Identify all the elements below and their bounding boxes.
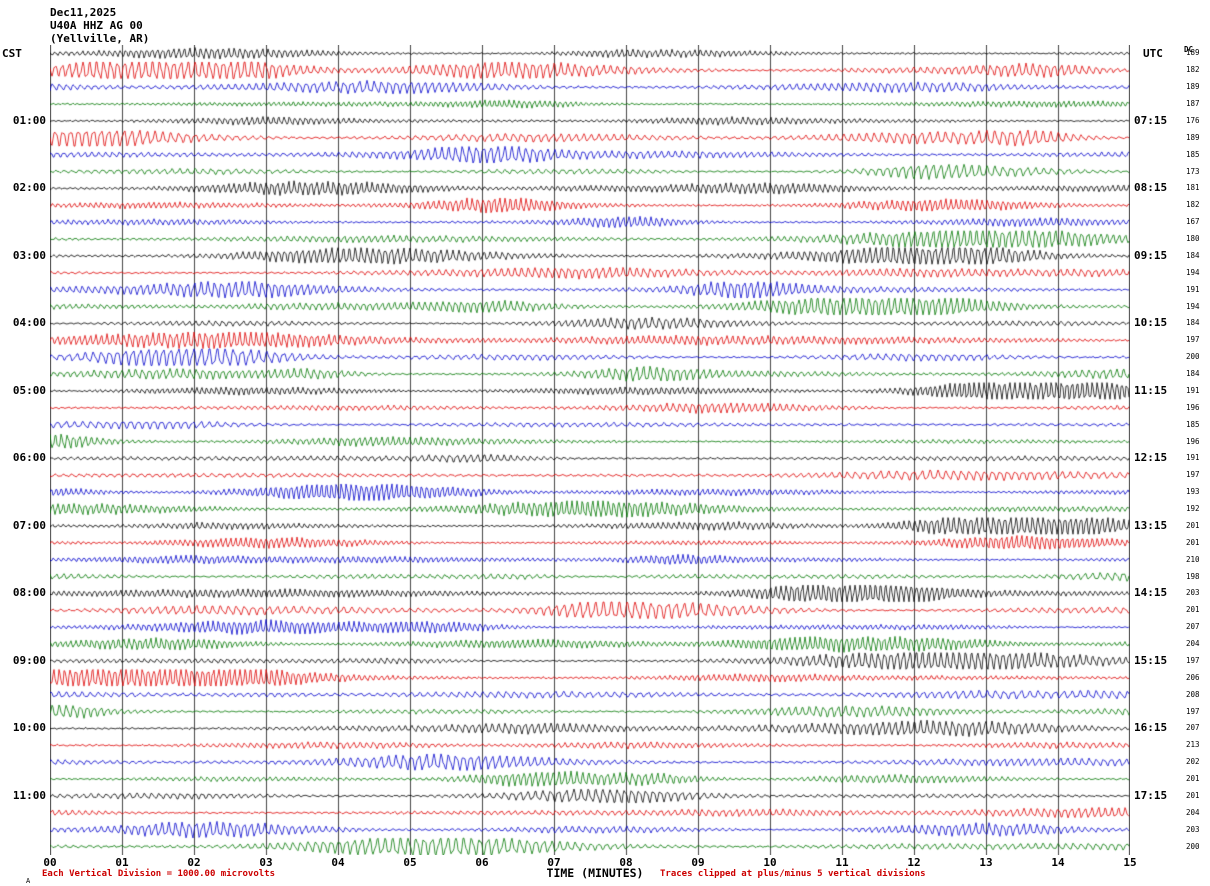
minute-tick-label: 09: [691, 856, 705, 869]
minute-tick-label: 02: [187, 856, 201, 869]
utc-hour-label: 16:15: [1134, 721, 1168, 735]
dc-offset-value: 189: [1186, 132, 1200, 142]
dc-offset-value: 197: [1186, 335, 1200, 345]
dc-offset-value: 189: [1186, 48, 1200, 58]
dc-offset-value: 203: [1186, 824, 1200, 834]
cst-hour-label: 11:00: [12, 788, 46, 802]
minute-tick-label: 12: [907, 856, 921, 869]
minute-tick-label: 08: [619, 856, 633, 869]
minute-tick-label: 15: [1123, 856, 1137, 869]
utc-hour-label: 12:15: [1134, 451, 1168, 465]
dc-offset-value: 182: [1186, 65, 1200, 75]
dc-offset-value: 182: [1186, 200, 1200, 210]
date-label: Dec11,2025: [50, 6, 117, 19]
minute-tick-label: 07: [547, 856, 561, 869]
dc-offset-value: 197: [1186, 655, 1200, 665]
dc-offset-value: 185: [1186, 419, 1200, 429]
dc-offset-value: 208: [1186, 689, 1200, 699]
dc-offset-value: 185: [1186, 149, 1200, 159]
corner-mark: A: [26, 877, 31, 885]
dc-offset-value: 191: [1186, 453, 1200, 463]
minute-tick-label: 04: [331, 856, 345, 869]
dc-offset-value: 191: [1186, 284, 1200, 294]
dc-offset-value: 213: [1186, 740, 1200, 750]
utc-hour-label: 07:15: [1134, 113, 1168, 127]
vertical-scale-note: Each Vertical Division = 1000.00 microvo…: [42, 869, 275, 879]
dc-offset-value: 197: [1186, 470, 1200, 480]
dc-offset-value: 201: [1186, 774, 1200, 784]
dc-offset-value: 180: [1186, 234, 1200, 244]
utc-hour-label: 13:15: [1134, 518, 1168, 532]
dc-offset-value: 191: [1186, 385, 1200, 395]
minute-tick-label: 10: [763, 856, 777, 869]
utc-hour-label: 11:15: [1134, 383, 1168, 397]
cst-hour-label: 08:00: [12, 586, 46, 600]
dc-offset-value: 206: [1186, 672, 1200, 682]
dc-offset-value: 204: [1186, 639, 1200, 649]
cst-hour-label: 03:00: [12, 248, 46, 262]
dc-offset-value: 167: [1186, 217, 1200, 227]
cst-hour-label: 02:00: [12, 181, 46, 195]
dc-offset-value: 176: [1186, 115, 1200, 125]
cst-hour-label: 09:00: [12, 653, 46, 667]
dc-offset-value: 194: [1186, 301, 1200, 311]
minute-tick-label: 05: [403, 856, 417, 869]
dc-offset-value: 207: [1186, 622, 1200, 632]
dc-offset-value: 202: [1186, 757, 1200, 767]
dc-offset-value: 200: [1186, 841, 1200, 851]
minute-tick-label: 00: [43, 856, 57, 869]
dc-offset-value: 200: [1186, 352, 1200, 362]
dc-offset-value: 194: [1186, 267, 1200, 277]
station-location-label: (Yellville, AR): [50, 32, 150, 45]
utc-hour-label: 09:15: [1134, 248, 1168, 262]
minute-tick-label: 06: [475, 856, 489, 869]
seismogram-trace-canvas: [50, 45, 1130, 855]
minute-tick-label: 11: [835, 856, 849, 869]
dc-offset-value: 198: [1186, 571, 1200, 581]
right-timezone-label: UTC: [1143, 47, 1163, 60]
dc-offset-value: 201: [1186, 790, 1200, 800]
time-axis-label: TIME (MINUTES): [546, 866, 644, 880]
dc-offset-value: 187: [1186, 99, 1200, 109]
dc-offset-value: 196: [1186, 402, 1200, 412]
dc-offset-value: 207: [1186, 723, 1200, 733]
dc-offset-value: 173: [1186, 166, 1200, 176]
dc-offset-value: 197: [1186, 706, 1200, 716]
utc-hour-label: 10:15: [1134, 316, 1168, 330]
dc-offset-value: 189: [1186, 82, 1200, 92]
utc-hour-label: 15:15: [1134, 653, 1168, 667]
dc-offset-value: 184: [1186, 318, 1200, 328]
utc-hour-label: 14:15: [1134, 586, 1168, 600]
dc-offset-value: 204: [1186, 807, 1200, 817]
dc-offset-value: 210: [1186, 554, 1200, 564]
utc-hour-label: 17:15: [1134, 788, 1168, 802]
station-channel-label: U40A HHZ AG 00: [50, 19, 143, 32]
minute-tick-label: 14: [1051, 856, 1065, 869]
dc-column-label: DC: [1184, 45, 1194, 54]
dc-offset-value: 201: [1186, 605, 1200, 615]
dc-offset-value: 201: [1186, 520, 1200, 530]
minute-tick-label: 03: [259, 856, 273, 869]
cst-hour-label: 06:00: [12, 451, 46, 465]
dc-offset-value: 184: [1186, 369, 1200, 379]
left-timezone-label: CST: [2, 47, 22, 60]
utc-hour-label: 08:15: [1134, 181, 1168, 195]
minute-tick-label: 01: [115, 856, 129, 869]
cst-hour-label: 01:00: [12, 113, 46, 127]
dc-offset-value: 181: [1186, 183, 1200, 193]
cst-hour-label: 05:00: [12, 383, 46, 397]
dc-offset-value: 196: [1186, 436, 1200, 446]
clipping-note: Traces clipped at plus/minus 5 vertical …: [660, 869, 926, 879]
minute-tick-label: 13: [979, 856, 993, 869]
dc-offset-value: 203: [1186, 588, 1200, 598]
dc-offset-value: 184: [1186, 250, 1200, 260]
cst-hour-label: 10:00: [12, 721, 46, 735]
dc-offset-value: 192: [1186, 504, 1200, 514]
dc-offset-value: 201: [1186, 537, 1200, 547]
cst-hour-label: 04:00: [12, 316, 46, 330]
dc-offset-value: 193: [1186, 487, 1200, 497]
cst-hour-label: 07:00: [12, 518, 46, 532]
